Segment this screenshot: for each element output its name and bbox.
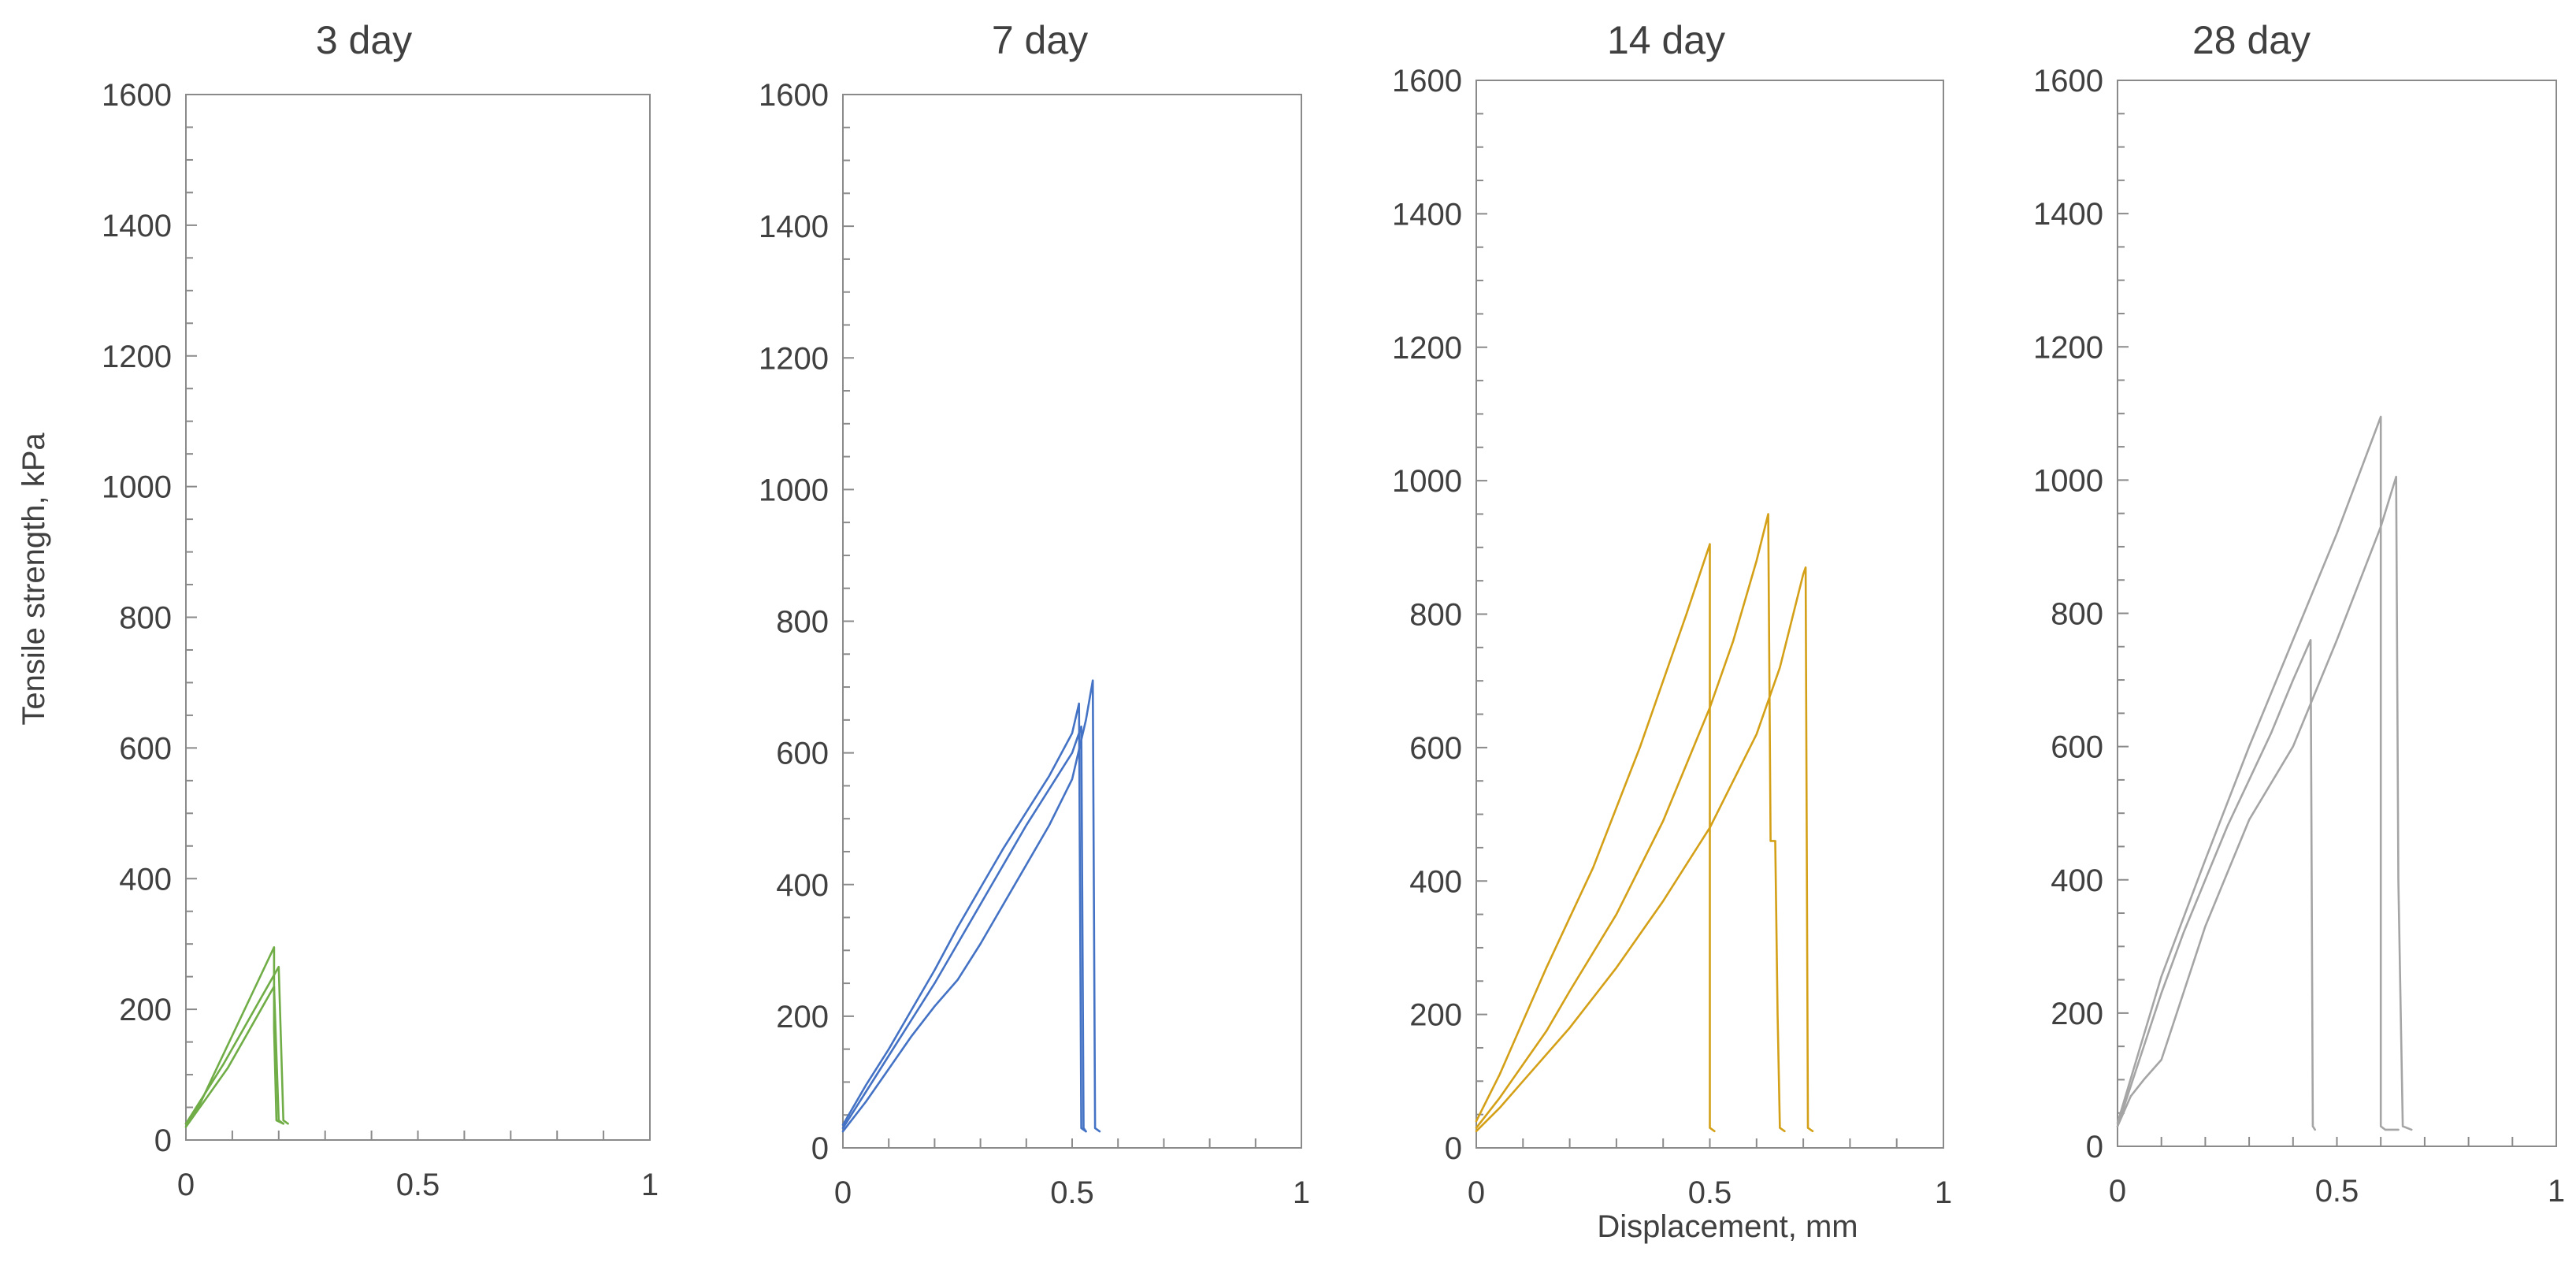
series-line-1 (184, 946, 285, 1125)
y-tick-label: 0 (154, 1123, 172, 1158)
panel-title: 7 day (992, 18, 1088, 62)
x-tick-label: 0.5 (2315, 1174, 2359, 1209)
y-tick-label: 400 (2051, 863, 2103, 898)
x-tick-label: 0 (1468, 1175, 1485, 1210)
panel-title: 14 day (1607, 18, 1725, 62)
series-line-2 (184, 965, 289, 1125)
y-tick-label: 1600 (1392, 64, 1462, 98)
y-tick-label: 400 (119, 862, 172, 897)
y-tick-label: 600 (1409, 731, 1462, 766)
x-tick-label: 0 (834, 1175, 852, 1210)
series-line-3 (1475, 566, 1814, 1133)
panel-title: 28 day (2192, 18, 2311, 62)
y-tick-label: 0 (2086, 1130, 2103, 1164)
y-tick-label: 1200 (102, 340, 172, 374)
x-tick-label: 0 (2109, 1174, 2126, 1209)
y-tick-label: 1600 (102, 78, 172, 113)
y-tick-label: 800 (776, 605, 829, 640)
series-line-1 (841, 725, 1087, 1133)
series-line-3 (184, 985, 285, 1128)
y-tick-label: 1000 (2033, 463, 2103, 498)
series-line-3 (841, 679, 1101, 1133)
y-tick-label: 1600 (759, 78, 829, 113)
x-tick-label: 0.5 (1688, 1175, 1732, 1210)
y-tick-label: 800 (119, 601, 172, 636)
y-tick-label: 1000 (102, 470, 172, 505)
plot-frame (842, 94, 1302, 1149)
x-axis-label: Displacement, mm (1597, 1209, 1858, 1244)
y-tick-label: 200 (119, 993, 172, 1027)
x-tick-label: 1 (1935, 1175, 1952, 1210)
x-tick-label: 0 (177, 1168, 195, 1202)
series-line-2 (2116, 415, 2400, 1131)
panel-1: 3 day 0 200 400 600 800 1000 1200 1400 1600 0 0.5 1 (102, 18, 659, 1202)
plot-frame (2117, 80, 2557, 1147)
y-tick-label: 0 (1445, 1131, 1462, 1166)
y-tick-label: 1000 (759, 473, 829, 507)
y-tick-label: 1400 (2033, 197, 2103, 232)
panel-2: 7 day 0 200 400 600 800 1000 1200 1400 1600 0 0.5 1 (759, 18, 1310, 1210)
y-tick-label: 600 (776, 737, 829, 771)
series-line-1 (2116, 638, 2316, 1131)
y-tick-label: 1200 (2033, 330, 2103, 365)
y-tick-label: 1200 (1392, 331, 1462, 366)
x-tick-label: 1 (2548, 1174, 2565, 1209)
y-tick-label: 1400 (1392, 197, 1462, 232)
series-line-3 (2116, 475, 2413, 1131)
y-tick-label: 1400 (102, 209, 172, 243)
y-tick-label: 200 (1409, 998, 1462, 1033)
y-tick-label: 800 (2051, 597, 2103, 632)
series-line-2 (841, 702, 1087, 1133)
panel-4: 28 day 0 200 400 600 800 1000 1200 1400 1600 0 0.5 1 (2033, 18, 2565, 1209)
y-tick-label: 1200 (759, 341, 829, 376)
y-axis-label: Tensile strength, kPa (17, 433, 51, 726)
y-tick-label: 600 (2051, 730, 2103, 765)
x-tick-label: 1 (641, 1168, 659, 1202)
y-tick-label: 200 (2051, 997, 2103, 1031)
y-tick-label: 800 (1409, 598, 1462, 633)
y-tick-label: 400 (776, 868, 829, 903)
x-tick-label: 0.5 (396, 1168, 440, 1202)
series-line-2 (1475, 513, 1786, 1133)
y-tick-label: 1600 (2033, 64, 2103, 98)
panel-3: 14 day 0 200 400 600 800 1000 1200 1400 1600 0 0.5 1 (1392, 18, 1952, 1210)
plot-frame (185, 94, 651, 1141)
y-tick-label: 400 (1409, 864, 1462, 899)
series-line-1 (1475, 543, 1716, 1133)
x-tick-label: 1 (1293, 1175, 1310, 1210)
y-tick-label: 1400 (759, 210, 829, 244)
panel-title: 3 day (316, 18, 412, 62)
y-tick-label: 600 (119, 731, 172, 766)
x-tick-label: 0.5 (1050, 1175, 1094, 1210)
y-tick-label: 0 (811, 1131, 829, 1166)
y-tick-label: 200 (776, 1000, 829, 1034)
y-tick-label: 1000 (1392, 464, 1462, 499)
